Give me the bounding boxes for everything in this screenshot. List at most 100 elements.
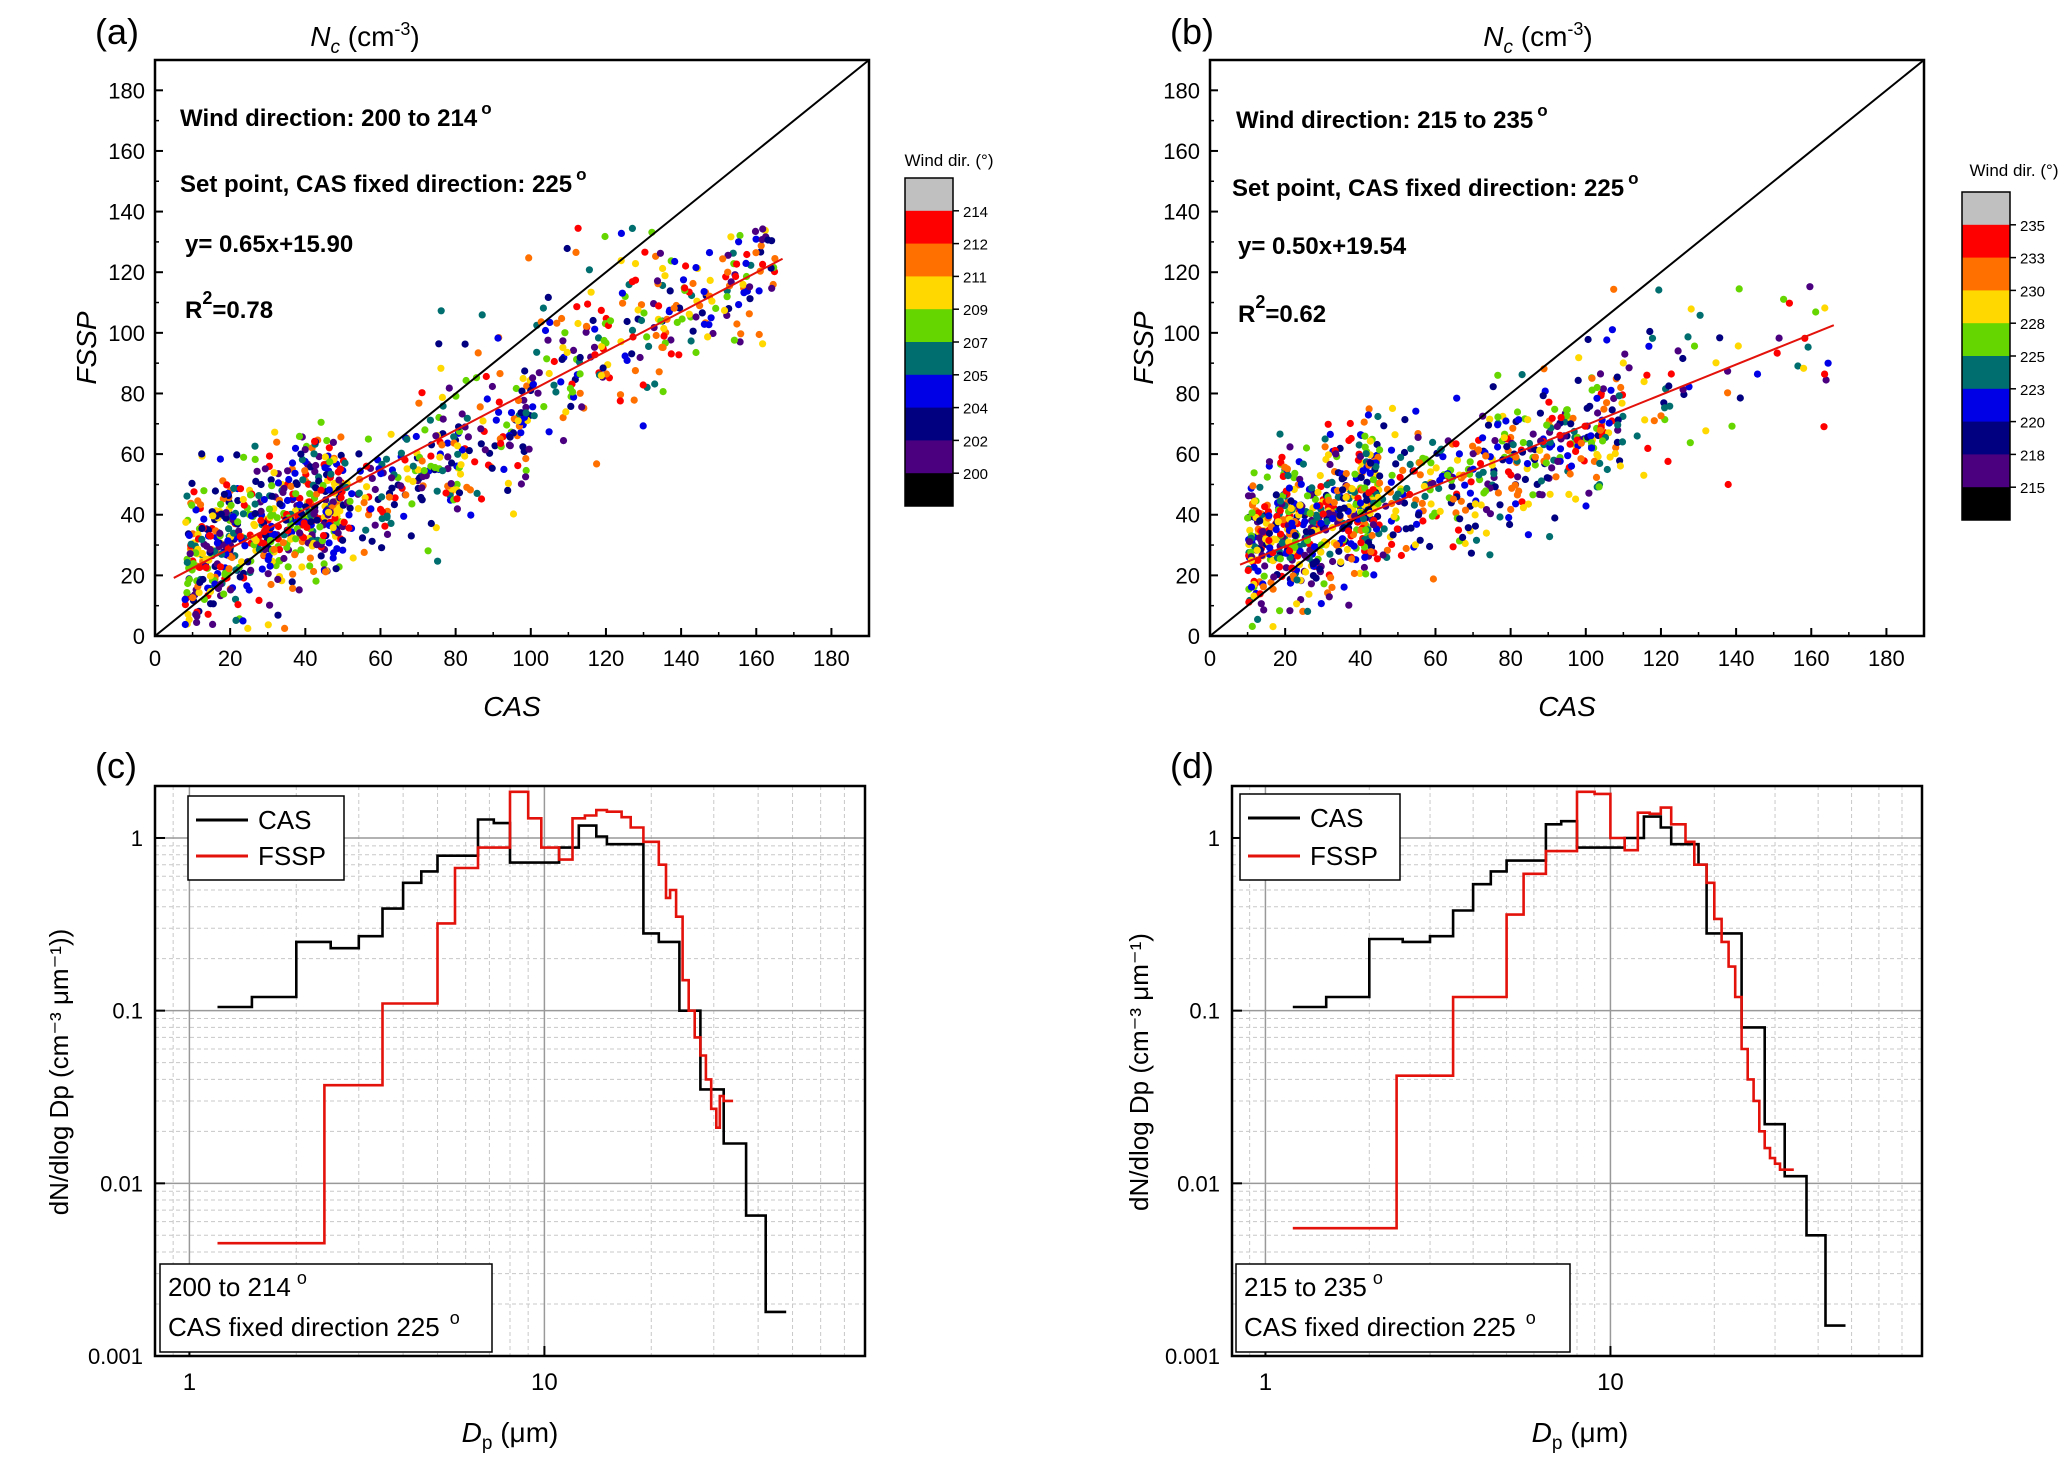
data-point [1361,443,1369,451]
data-point [1272,491,1280,499]
colorbar-tick-label: 211 [963,269,987,286]
data-point [752,249,760,257]
scatter-plot-b: 0 20 40 60 80 100 120 140 160 180 0 20 40 60 80 100 120 1… [1163,59,1925,671]
data-point [253,467,261,475]
y-tick-label: 80 [1176,381,1200,406]
data-point [1376,479,1384,487]
data-point [234,601,242,609]
data-point [1482,487,1490,495]
colorbar-swatch [1962,421,2010,455]
data-point [478,311,486,319]
data-point [655,368,663,376]
data-point [1291,469,1299,477]
colorbar-swatch [905,210,953,245]
colorbar-swatch [1962,454,2010,488]
data-point [321,464,329,472]
data-point [1608,406,1616,414]
colorbar-tick-label: 218 [2020,447,2045,464]
data-point [1369,521,1377,529]
data-point [1321,443,1329,451]
data-point [1248,509,1256,517]
data-point [1780,295,1788,303]
data-point [184,610,192,618]
data-point [274,479,282,487]
data-point [1286,443,1294,451]
data-point [1323,517,1331,526]
data-point [1735,285,1743,293]
data-point [1618,399,1626,407]
data-point [1410,501,1418,509]
data-point [1477,501,1485,509]
data-point [667,350,675,358]
data-point [1313,513,1321,522]
data-point [227,501,235,509]
data-point [1607,386,1615,394]
data-point [1455,450,1463,458]
data-point [200,487,208,495]
data-point [1821,304,1829,312]
data-point [1539,392,1547,400]
data-point [692,348,700,357]
data-point [255,492,263,500]
colorbar-tick-label: 214 [963,204,988,221]
data-point [1388,540,1396,549]
annotation-setpoint-b: Set point, CAS fixed direction: 225 o [1232,169,1638,202]
data-point [660,332,668,340]
x-tick-label: 160 [738,646,775,671]
data-point [1285,484,1293,492]
data-point [519,374,527,383]
y-tick-label: 0.01 [1177,1171,1220,1196]
data-point [1432,464,1440,472]
data-point [1521,475,1529,483]
x-tick-label: 80 [443,646,467,671]
data-point [476,403,484,411]
data-point [521,367,529,375]
data-point [1648,334,1657,342]
data-point [310,567,318,576]
data-point [363,483,371,491]
data-point [1824,359,1832,367]
data-point [1392,460,1400,468]
data-point [768,284,776,292]
data-point [281,624,289,633]
x-tick-label: 180 [813,646,850,671]
data-point [1588,374,1596,382]
data-point [1605,419,1613,427]
info-box-line2-d: CAS fixed direction 225 o [1244,1308,1536,1342]
data-point [432,524,440,532]
data-point [1616,462,1624,470]
data-point [189,560,197,568]
data-point [679,276,688,284]
data-point [1469,442,1477,450]
data-point [1596,426,1604,434]
data-point [239,495,247,504]
data-point [222,514,230,522]
data-point [1529,491,1537,499]
data-point [251,442,259,450]
data-point [298,456,306,464]
data-point [601,232,609,241]
data-point [1514,473,1522,481]
colorbar-tick-label: 233 [2020,251,2045,268]
data-point [1466,458,1474,466]
data-point [1342,493,1350,502]
data-point [569,346,578,354]
colorbar-tick-label: 225 [2020,349,2045,366]
data-point [267,512,275,520]
data-point [495,408,503,416]
data-point [1362,526,1370,534]
data-point [198,450,206,458]
data-point [227,586,235,594]
data-point [325,508,333,516]
fit-line [173,257,784,579]
data-point [1370,571,1378,579]
data-point [1418,499,1426,507]
data-point [576,389,584,397]
data-point [461,452,469,460]
data-point [1506,520,1514,529]
data-point [1287,504,1295,512]
data-point [550,381,558,389]
data-point [1390,513,1398,521]
data-point [678,315,686,323]
data-point [589,316,597,325]
